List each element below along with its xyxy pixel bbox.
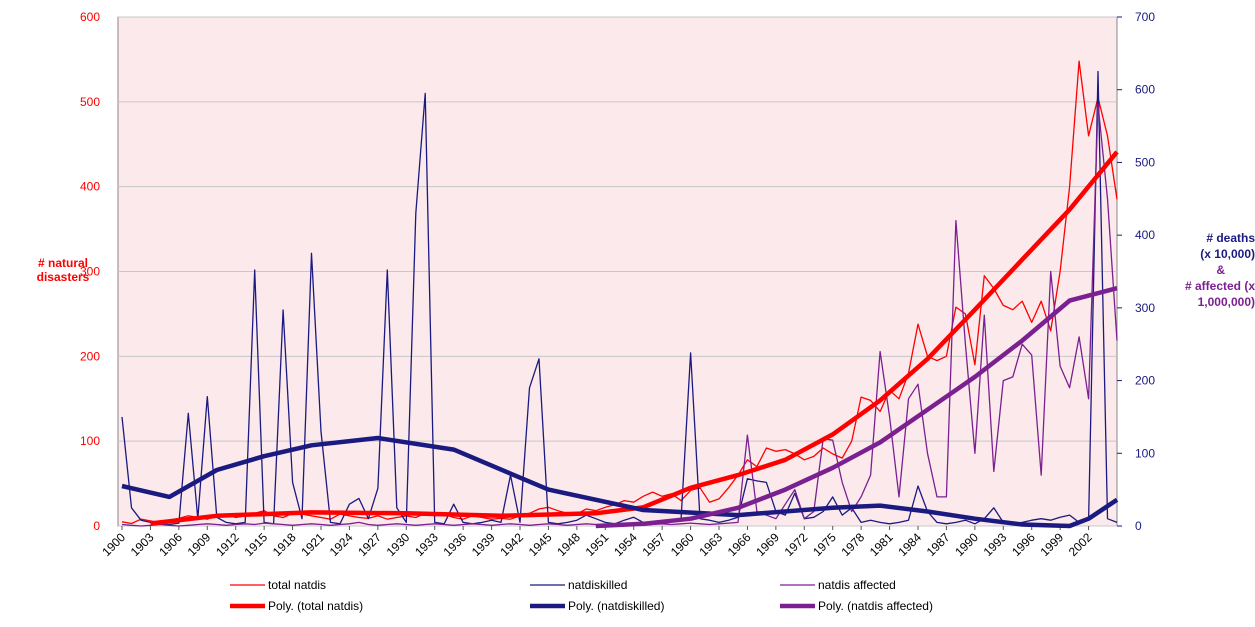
legend-label: Poly. (natdiskilled) [568, 599, 664, 613]
y-tick-label: 400 [80, 180, 100, 194]
y2-tick-label: 600 [1135, 83, 1155, 97]
legend-label: natdis affected [818, 578, 896, 592]
x-tick-label: 1963 [696, 530, 725, 559]
x-tick-label: 1945 [526, 530, 555, 559]
x-tick-label: 1942 [497, 530, 526, 559]
x-tick-label: 1909 [185, 530, 214, 559]
y2-axis-label: # deaths (x 10,000) [1200, 231, 1255, 261]
x-tick-label: 1987 [924, 530, 953, 559]
x-tick-label: 1939 [469, 530, 498, 559]
y2-tick-label: 100 [1135, 446, 1155, 460]
x-tick-label: 1933 [412, 530, 441, 559]
x-tick-label: 1912 [213, 530, 242, 559]
x-tick-label: 1951 [583, 530, 612, 559]
series-line [121, 70, 1118, 526]
x-tick-label: 1948 [554, 530, 583, 559]
x-tick-label: 1957 [639, 530, 668, 559]
x-tick-label: 1927 [355, 530, 384, 559]
legend-label: Poly. (natdis affected) [818, 599, 933, 613]
y2-axis-label: # affected (x 1,000,000) [1184, 279, 1255, 309]
x-tick-label: 1915 [241, 530, 270, 559]
y2-tick-label: 0 [1135, 519, 1142, 533]
x-tick-label: 1936 [440, 530, 469, 559]
x-tick-label: 1981 [867, 530, 896, 559]
y2-tick-label: 700 [1135, 10, 1155, 24]
x-tick-label: 1900 [99, 530, 128, 559]
y-tick-label: 0 [93, 519, 100, 533]
y-tick-label: 100 [80, 434, 100, 448]
x-tick-label: 1906 [156, 530, 185, 559]
y-tick-label: 500 [80, 95, 100, 109]
x-tick-label: 1972 [782, 530, 811, 559]
legend-label: natdiskilled [568, 578, 627, 592]
x-tick-label: 1903 [128, 530, 157, 559]
y2-tick-label: 300 [1135, 301, 1155, 315]
x-tick-label: 1966 [725, 530, 754, 559]
x-tick-label: 1978 [838, 530, 867, 559]
legend-label: Poly. (total natdis) [268, 599, 363, 613]
y2-tick-label: 200 [1135, 374, 1155, 388]
y2-tick-label: 400 [1135, 228, 1155, 242]
x-tick-label: 1969 [753, 530, 782, 559]
y-axis-label: # natural disasters [36, 256, 90, 284]
x-tick-label: 1954 [611, 530, 640, 559]
x-tick-label: 1993 [981, 530, 1010, 559]
x-tick-label: 1990 [952, 530, 981, 559]
x-tick-label: 1975 [810, 530, 839, 559]
x-tick-label: 1984 [895, 530, 924, 559]
series-line [150, 150, 1119, 526]
y-tick-label: 300 [80, 265, 100, 279]
x-tick-label: 1999 [1037, 530, 1066, 559]
y2-axis-label-group: # deaths (x 10,000) & # affected (x 1,00… [1140, 230, 1255, 310]
x-tick-label: 1930 [384, 530, 413, 559]
x-tick-label: 1960 [668, 530, 697, 559]
series-line [121, 435, 1119, 529]
x-tick-label: 2002 [1066, 530, 1095, 559]
y2-tick-label: 500 [1135, 155, 1155, 169]
y-tick-label: 200 [80, 349, 100, 363]
legend-label: total natdis [268, 578, 326, 592]
y2-axis-label: & [1216, 263, 1225, 277]
x-tick-label: 1918 [270, 530, 299, 559]
series-line [595, 286, 1118, 529]
x-tick-label: 1924 [327, 530, 356, 559]
x-tick-label: 1921 [298, 530, 327, 559]
y-tick-label: 600 [80, 10, 100, 24]
x-tick-label: 1996 [1009, 530, 1038, 559]
